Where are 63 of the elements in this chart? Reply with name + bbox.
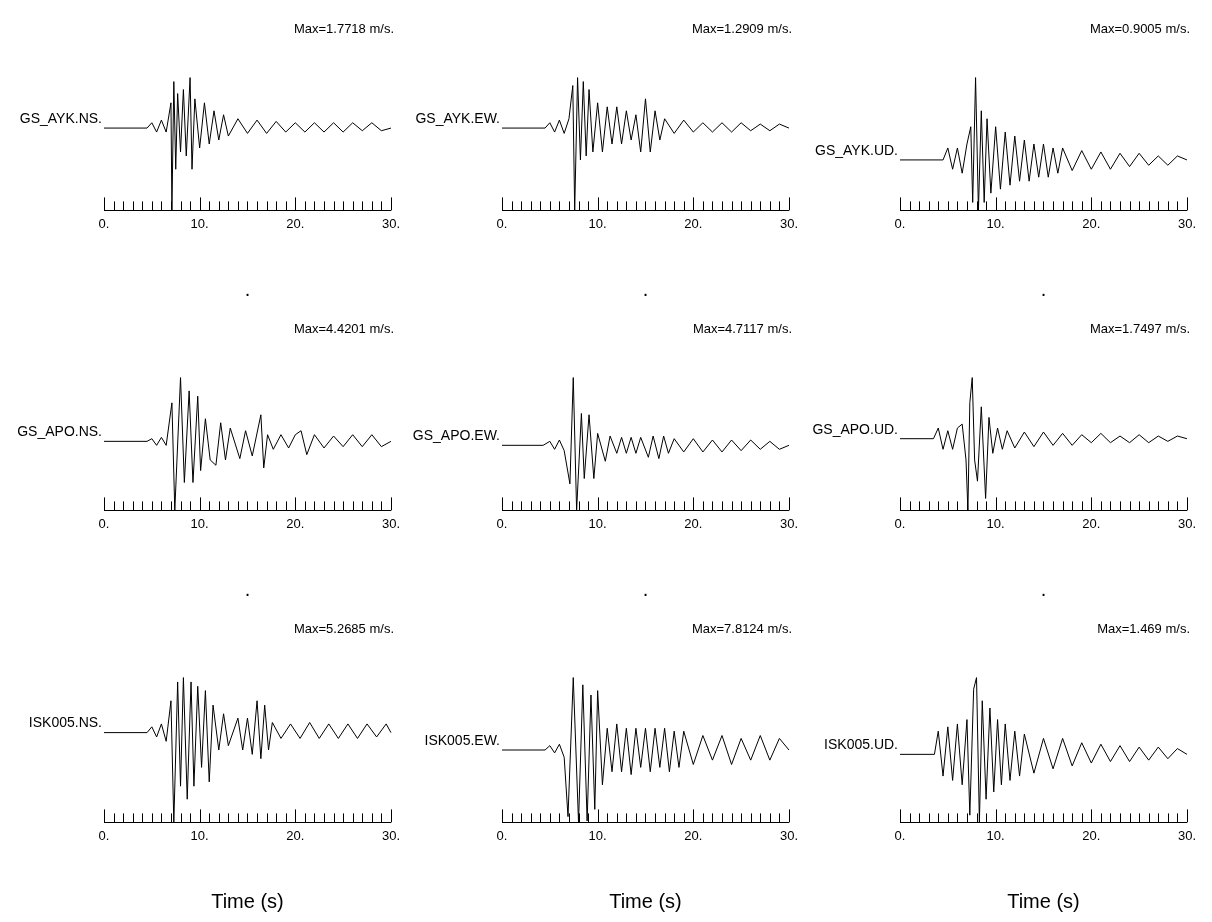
x-tick-label: 20. <box>684 827 703 843</box>
series-label: GS_AYK.EW. <box>415 109 500 126</box>
x-tick-label: 30. <box>381 215 400 231</box>
x-axis-title: . <box>244 277 251 300</box>
series-label: ISK005.EW. <box>424 731 500 748</box>
x-tick-label: 20. <box>684 215 703 231</box>
series-label: GS_AYK.NS. <box>19 109 102 126</box>
x-tick-label: 0. <box>496 215 508 231</box>
x-axis-title: . <box>1040 577 1047 600</box>
x-tick-label: 30. <box>779 215 798 231</box>
x-axis-title: Time (s) <box>1007 889 1080 912</box>
chart-title: Max=1.469 m/s. <box>1097 621 1190 637</box>
x-tick-label: 10. <box>588 215 607 231</box>
x-tick-label: 10. <box>986 827 1005 843</box>
x-tick-label: 10. <box>986 215 1005 231</box>
x-axis-title: Time (s) <box>609 889 682 912</box>
x-axis-title: . <box>642 277 649 300</box>
x-tick-label: 20. <box>286 827 305 843</box>
x-tick-label: 20. <box>684 515 703 531</box>
x-tick-label: 0. <box>496 515 508 531</box>
x-tick-label: 10. <box>190 827 209 843</box>
chart-title: Max=1.7497 m/s. <box>1089 321 1190 337</box>
series-label: GS_APO.NS. <box>17 423 102 440</box>
x-tick-label: 20. <box>286 215 305 231</box>
x-tick-label: 30. <box>1177 827 1196 843</box>
x-tick-label: 30. <box>779 827 798 843</box>
x-tick-label: 0. <box>894 827 906 843</box>
series-label: GS_APO.UD. <box>812 420 898 437</box>
series-label: ISK005.NS. <box>28 714 102 731</box>
x-tick-label: 10. <box>588 515 607 531</box>
chart-title: Max=1.7718 m/s. <box>293 21 394 37</box>
chart-title: Max=4.4201 m/s. <box>293 321 394 337</box>
x-tick-label: 20. <box>1082 215 1101 231</box>
chart-title: Max=7.8124 m/s. <box>691 621 792 637</box>
series-label: GS_AYK.UD. <box>815 141 898 158</box>
x-tick-label: 10. <box>190 515 209 531</box>
x-tick-label: 30. <box>1177 215 1196 231</box>
x-tick-label: 30. <box>779 515 798 531</box>
chart-title: Max=4.7117 m/s. <box>692 321 792 337</box>
x-tick-label: 0. <box>98 827 110 843</box>
chart-title: Max=1.2909 m/s. <box>691 21 792 37</box>
x-tick-label: 10. <box>190 215 209 231</box>
series-label: GS_APO.EW. <box>412 427 500 444</box>
x-tick-label: 20. <box>1082 827 1101 843</box>
chart-title: Max=0.9005 m/s. <box>1089 21 1190 37</box>
x-axis-title: . <box>642 577 649 600</box>
x-axis-title: . <box>1040 277 1047 300</box>
x-tick-label: 30. <box>381 827 400 843</box>
x-tick-label: 0. <box>98 515 110 531</box>
x-tick-label: 20. <box>1082 515 1101 531</box>
x-tick-label: 10. <box>588 827 607 843</box>
x-tick-label: 0. <box>98 215 110 231</box>
x-tick-label: 10. <box>986 515 1005 531</box>
x-axis-title: Time (s) <box>211 889 284 912</box>
x-tick-label: 0. <box>496 827 508 843</box>
x-tick-label: 0. <box>894 515 906 531</box>
x-tick-label: 30. <box>1177 515 1196 531</box>
chart-title: Max=5.2685 m/s. <box>293 621 394 637</box>
x-tick-label: 20. <box>286 515 305 531</box>
series-label: ISK005.UD. <box>824 736 898 753</box>
x-tick-label: 0. <box>894 215 906 231</box>
x-tick-label: 30. <box>381 515 400 531</box>
x-axis-title: . <box>244 577 251 600</box>
